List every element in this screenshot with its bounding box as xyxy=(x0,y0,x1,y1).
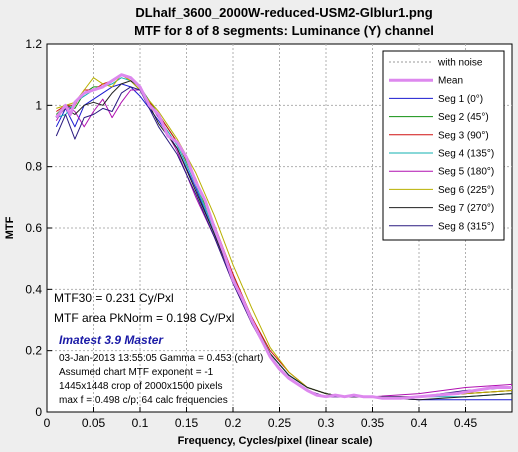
exponent-annotation: Assumed chart MTF exponent = -1 xyxy=(59,367,214,378)
legend-entry-label: Seg 8 (315°) xyxy=(438,221,494,232)
crop-annotation: 1445x1448 crop of 2000x1500 pixels xyxy=(59,381,222,392)
x-tick-label: 0.4 xyxy=(411,416,428,430)
series-group xyxy=(55,73,512,401)
chart-subtitle: MTF for 8 of 8 segments: Luminance (Y) c… xyxy=(134,23,434,38)
x-tick-label: 0.3 xyxy=(318,416,335,430)
max-frequency-annotation: max f = 0.498 c/p; 64 calc frequencies xyxy=(59,395,228,406)
legend-entry-label: Seg 3 (90°) xyxy=(438,130,489,141)
x-tick-label: 0 xyxy=(44,416,51,430)
y-tick-label: 0.4 xyxy=(25,282,42,296)
legend-entry-label: Seg 5 (180°) xyxy=(438,167,494,178)
imatest-brand: Imatest 3.9 Master xyxy=(59,333,164,347)
chart-legend: with noise Mean Seg 1 (0°) Seg 2 (45°) Seg 3… xyxy=(382,50,505,241)
y-tick-label: 0 xyxy=(35,405,42,419)
y-tick-label: 0.8 xyxy=(25,160,42,174)
x-tick-label: 0.2 xyxy=(225,416,242,430)
series-line-mean xyxy=(55,73,512,400)
y-tick-label: 1.2 xyxy=(25,37,42,51)
legend-entry-label: with noise xyxy=(437,58,483,69)
series-layer xyxy=(55,73,512,401)
mtf30-annotation: MTF30 = 0.231 Cy/Pxl xyxy=(54,291,174,305)
y-axis-label: MTF xyxy=(4,216,16,239)
x-tick-label: 0.35 xyxy=(361,416,385,430)
chart-title: DLhalf_3600_2000W-reduced-USM2-Glblur1.p… xyxy=(135,5,432,20)
axis-ticks: 0 0.05 0.1 0.15 0.2 0.25 0.3 0.35 0.4 0.45 0 0.2 0.4… xyxy=(25,37,477,430)
mtf-area-annotation: MTF area PkNorm = 0.198 Cy/Pxl xyxy=(54,311,234,325)
date-gamma-annotation: 03-Jan-2013 13:55:05 Gamma = 0.453 (char… xyxy=(59,353,263,364)
x-tick-label: 0.15 xyxy=(175,416,199,430)
x-axis-label: Frequency, Cycles/pixel (linear scale) xyxy=(178,435,373,447)
legend-entry-label: Seg 2 (45°) xyxy=(438,112,489,123)
x-tick-label: 0.1 xyxy=(132,416,149,430)
legend-box xyxy=(382,50,505,241)
y-tick-label: 1 xyxy=(35,98,42,112)
x-tick-label: 0.25 xyxy=(268,416,292,430)
y-tick-label: 0.2 xyxy=(25,344,42,358)
y-tick-label: 0.6 xyxy=(25,221,42,235)
legend-entry-label: Seg 6 (225°) xyxy=(438,185,494,196)
x-tick-label: 0.05 xyxy=(82,416,106,430)
x-tick-label: 0.45 xyxy=(454,416,478,430)
legend-entry-label: Mean xyxy=(438,76,463,87)
legend-entry-label: Seg 4 (135°) xyxy=(438,149,494,160)
legend-entry-label: Seg 1 (0°) xyxy=(438,94,483,105)
legend-entry-label: Seg 7 (270°) xyxy=(438,203,494,214)
